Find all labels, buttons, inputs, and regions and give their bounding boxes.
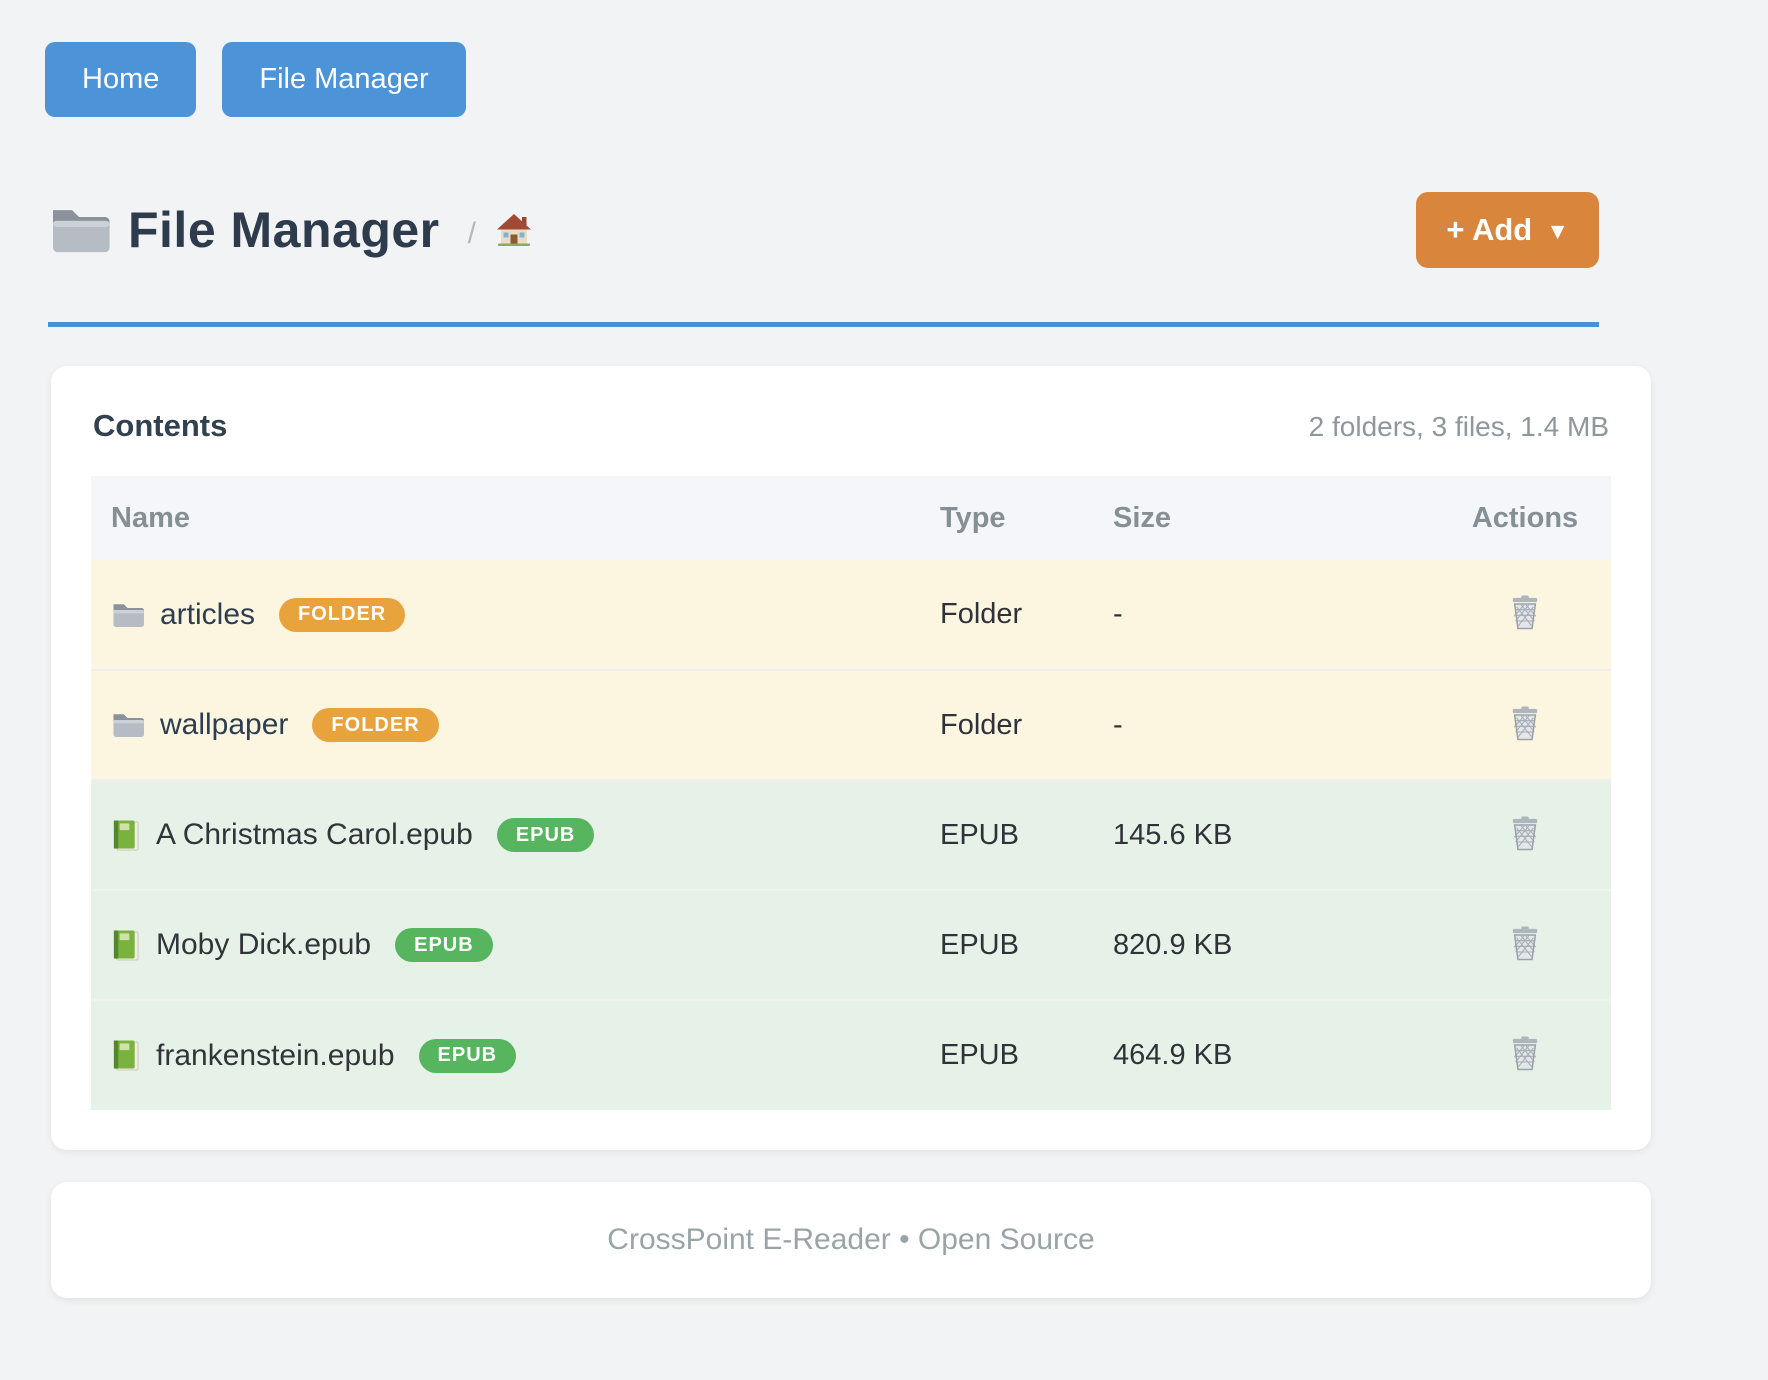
house-icon[interactable] [496, 213, 532, 247]
file-name-link[interactable]: articles [160, 597, 256, 631]
table-row: Moby Dick.epub EPUB EPUB 820.9 KB [91, 889, 1611, 1000]
file-type-badge: FOLDER [312, 708, 439, 742]
file-table: Name Type Size Actions articles FOLDER [91, 476, 1611, 1110]
caret-down-icon: ▼ [1546, 218, 1569, 244]
green-book-icon [111, 929, 140, 962]
file-type-cell: Folder [920, 669, 1093, 780]
trash-icon[interactable] [1505, 1031, 1545, 1076]
contents-summary: 2 folders, 3 files, 1.4 MB [1308, 411, 1609, 442]
file-size-cell: 145.6 KB [1093, 779, 1439, 890]
trash-icon[interactable] [1505, 701, 1545, 746]
folder-icon [111, 711, 144, 739]
column-header-actions: Actions [1439, 476, 1611, 560]
file-name-link[interactable]: wallpaper [160, 708, 289, 741]
card-title: Contents [93, 408, 228, 443]
file-type-badge: EPUB [496, 818, 595, 852]
column-header-type: Type [920, 476, 1093, 560]
column-header-name: Name [91, 476, 920, 560]
file-name-link[interactable]: A Christmas Carol.epub [156, 818, 473, 851]
table-row: frankenstein.epub EPUB EPUB 464.9 KB [91, 999, 1611, 1110]
add-button-label: + Add [1446, 212, 1533, 247]
trash-icon[interactable] [1505, 590, 1545, 635]
top-nav: Home File Manager [0, 0, 1768, 117]
file-type-badge: EPUB [418, 1038, 517, 1073]
table-row: A Christmas Carol.epub EPUB EPUB 145.6 K… [91, 779, 1611, 890]
file-type-badge: EPUB [395, 928, 493, 962]
contents-card: Contents 2 folders, 3 files, 1.4 MB Name… [51, 366, 1651, 1150]
file-type-cell: EPUB [920, 889, 1093, 1000]
table-row: wallpaper FOLDER Folder - [91, 669, 1611, 780]
column-header-size: Size [1093, 476, 1439, 560]
file-type-cell: EPUB [920, 999, 1093, 1110]
home-button[interactable]: Home [45, 42, 197, 117]
add-button[interactable]: + Add ▼ [1416, 192, 1599, 268]
trash-icon[interactable] [1505, 811, 1545, 856]
green-book-icon [111, 819, 140, 852]
folder-icon [111, 601, 144, 629]
footer: CrossPoint E-Reader • Open Source [51, 1182, 1651, 1298]
file-type-badge: FOLDER [279, 597, 406, 632]
file-size-cell: - [1093, 669, 1439, 780]
breadcrumb-separator: / [467, 217, 476, 250]
file-type-cell: Folder [920, 560, 1093, 670]
file-name-link[interactable]: Moby Dick.epub [156, 928, 372, 961]
file-type-cell: EPUB [920, 779, 1093, 890]
file-size-cell: - [1093, 560, 1439, 670]
green-book-icon [111, 1039, 140, 1072]
page-header: File Manager / + Add ▼ [48, 192, 1599, 327]
file-table-body: articles FOLDER Folder - [91, 560, 1611, 1110]
file-manager-button[interactable]: File Manager [222, 42, 466, 117]
file-name-link[interactable]: frankenstein.epub [156, 1038, 395, 1072]
file-size-cell: 820.9 KB [1093, 889, 1439, 1000]
page-title: File Manager [128, 202, 440, 258]
trash-icon[interactable] [1505, 921, 1545, 966]
table-header-row: Name Type Size Actions [91, 476, 1611, 560]
table-row: articles FOLDER Folder - [91, 560, 1611, 670]
footer-text: CrossPoint E-Reader • Open Source [607, 1223, 1095, 1256]
file-size-cell: 464.9 KB [1093, 999, 1439, 1110]
folder-icon [48, 204, 110, 256]
